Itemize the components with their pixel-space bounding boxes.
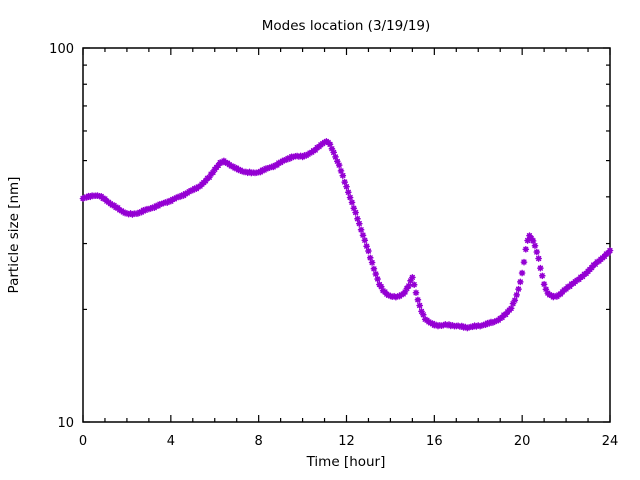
y-tick-label: 100 — [49, 42, 74, 57]
x-tick-label: 0 — [79, 434, 87, 449]
x-tick-label: 20 — [514, 434, 531, 449]
x-tick-label: 24 — [602, 434, 619, 449]
y-tick-label: 10 — [57, 416, 74, 431]
x-tick-label: 8 — [255, 434, 263, 449]
chart-title: Modes location (3/19/19) — [262, 18, 431, 34]
x-axis-label: Time [hour] — [306, 454, 386, 470]
data-points — [79, 137, 614, 332]
x-tick-label: 4 — [167, 434, 175, 449]
scatter-series — [79, 137, 614, 332]
x-tick-label: 16 — [426, 434, 443, 449]
x-tick-label: 12 — [338, 434, 355, 449]
y-axis-label: Particle size [nm] — [6, 177, 22, 294]
plot-area: 0 4 8 12 16 20 24 100 10 — [49, 42, 618, 449]
